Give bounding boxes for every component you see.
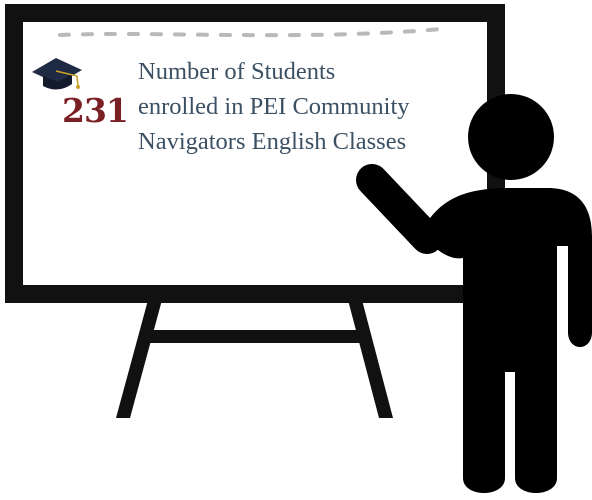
- caption-line-2: enrolled in PEI Community: [138, 93, 410, 120]
- caption-line-1: Number of Students: [138, 58, 336, 85]
- person-presenting-icon: [356, 94, 592, 493]
- caption-line-3: Navigators English Classes: [138, 128, 407, 155]
- easel-legs: [116, 300, 393, 418]
- student-count: 231: [62, 91, 129, 130]
- dashed-line: [58, 27, 444, 38]
- graduation-cap-icon: [32, 58, 82, 90]
